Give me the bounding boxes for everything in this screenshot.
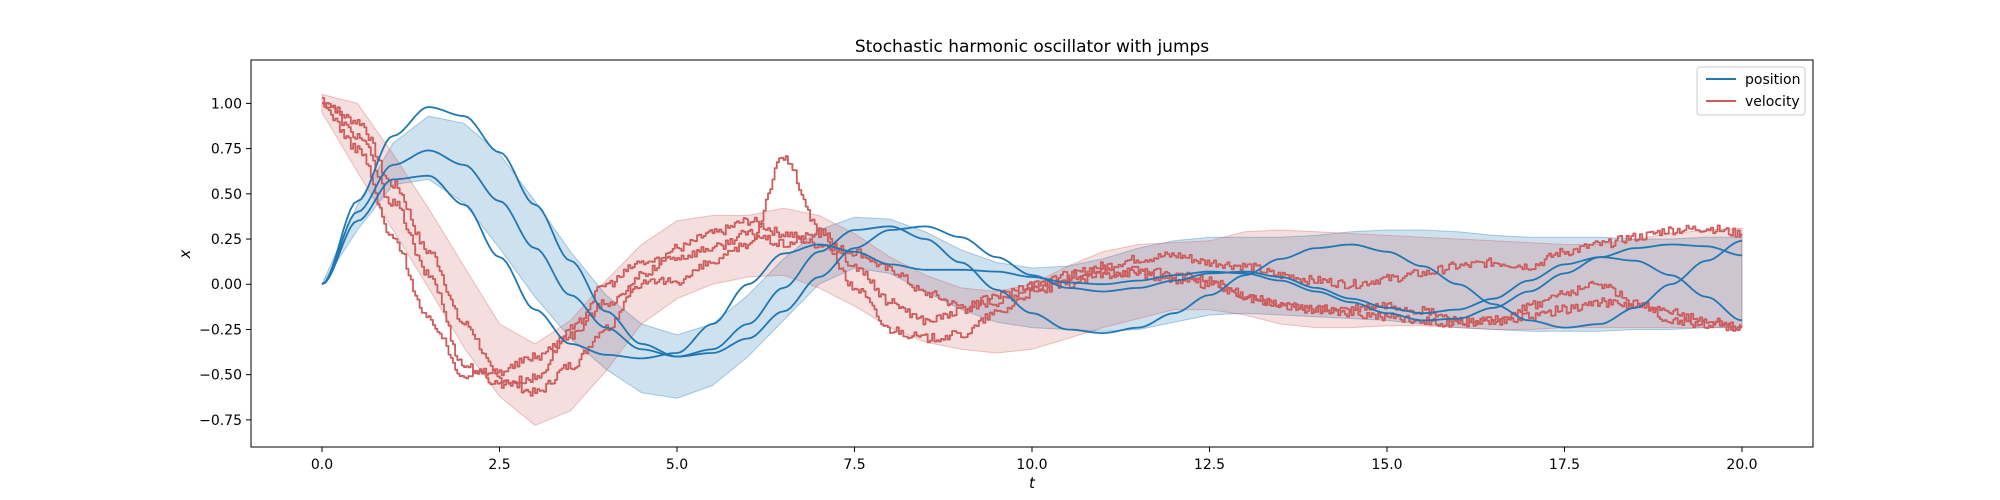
y-tick-label: 0.25 <box>211 232 242 248</box>
band-position <box>321 115 1743 399</box>
y-axis-label: x <box>176 249 194 259</box>
series-line-position-run3 <box>321 174 1743 360</box>
x-tick-label: 20.0 <box>1726 457 1757 473</box>
x-tick-label: 15.0 <box>1371 457 1402 473</box>
x-tick-label: 7.5 <box>843 457 865 473</box>
series-lines <box>321 97 1743 397</box>
y-tick-label: −0.75 <box>199 413 242 429</box>
x-tick-label: 2.5 <box>488 457 510 473</box>
x-tick-label: 17.5 <box>1549 457 1580 473</box>
series-line-velocity-run3 <box>322 102 1743 380</box>
legend-label-position: position <box>1745 72 1800 88</box>
y-tick-label: 0.50 <box>211 187 242 203</box>
plot-area <box>321 93 1743 426</box>
x-tick-label: 0.0 <box>311 457 333 473</box>
x-axis-label: t <box>1029 474 1036 492</box>
y-tick-label: −0.50 <box>199 368 242 384</box>
series-line-velocity-run2 <box>322 97 1743 389</box>
x-tick-label: 10.0 <box>1016 457 1047 473</box>
y-tick-label: 1.00 <box>211 96 242 112</box>
legend-label-velocity: velocity <box>1745 94 1800 110</box>
x-tick-label: 5.0 <box>666 457 688 473</box>
x-tick-label: 12.5 <box>1194 457 1225 473</box>
y-tick-label: −0.25 <box>199 322 242 338</box>
series-line-position-run2 <box>321 149 1743 358</box>
legend: position velocity <box>1696 66 1806 116</box>
chart-title: Stochastic harmonic oscillator with jump… <box>855 37 1209 57</box>
y-tick-label: 0.00 <box>211 277 242 293</box>
y-axis-ticks: −0.75 −0.50 −0.25 0.00 0.25 0.50 0.75 1.00 <box>199 96 251 429</box>
series-line-position <box>321 106 1743 358</box>
y-tick-label: 0.75 <box>211 142 242 158</box>
x-axis-ticks: 0.0 2.5 5.0 7.5 10.0 12.5 15.0 17.5 20.0 <box>311 447 1758 473</box>
